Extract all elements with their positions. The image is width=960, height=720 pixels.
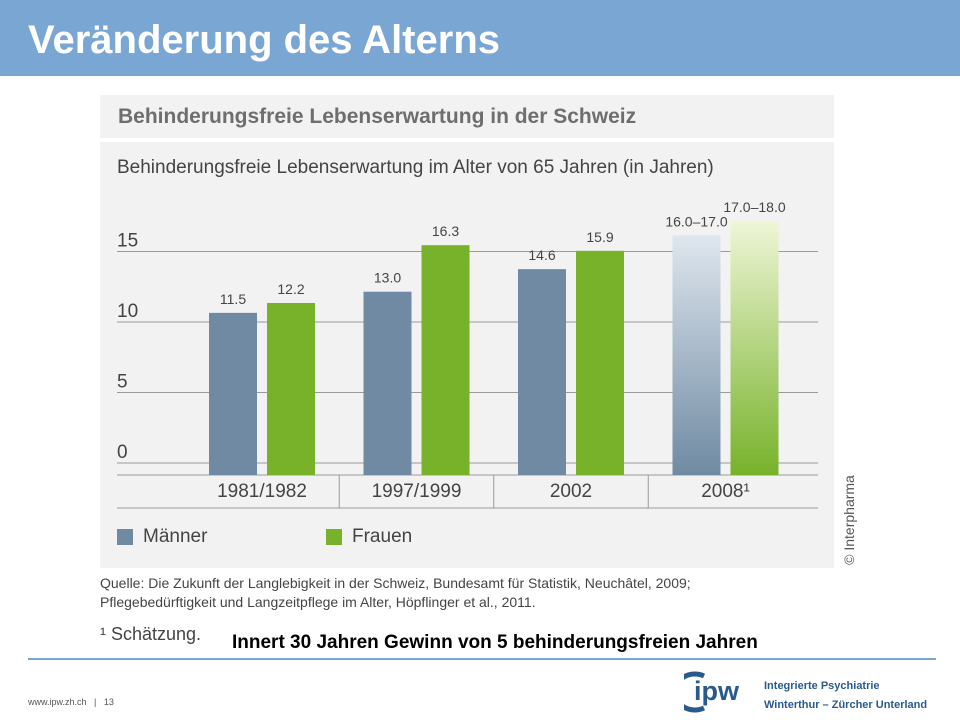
- x-category-label-0: 1981/1982: [217, 481, 307, 502]
- footer-website-link[interactable]: www.ipw.zh.ch: [28, 697, 87, 707]
- takeaway-text: Innert 30 Jahren Gewinn von 5 behinderun…: [232, 632, 758, 653]
- data-label-frauen-0: 12.2: [277, 281, 304, 297]
- logo-line-2: Winterthur – Zürcher Unterland: [764, 699, 928, 711]
- page-number: 13: [103, 697, 114, 707]
- logo-abbr: ipw: [694, 676, 740, 706]
- data-label-frauen-2: 15.9: [586, 229, 613, 245]
- y-tick-label-15: 15: [117, 231, 138, 252]
- source-line-2: Pflegebedürftigkeit und Langzeitpflege i…: [100, 594, 536, 610]
- y-tick-label-5: 5: [117, 372, 128, 393]
- data-label-frauen-1: 16.3: [432, 223, 459, 239]
- source-line-1: Quelle: Die Zukunft der Langlebigkeit in…: [100, 575, 691, 591]
- bar-frauen-2: [576, 250, 624, 475]
- footnote: ¹ Schätzung.: [100, 624, 202, 644]
- x-category-label-2: 2002: [550, 481, 592, 502]
- slide-title: Veränderung des Alterns: [28, 18, 500, 62]
- ipw-logo-mark: ipw: [684, 671, 740, 713]
- logo-swoosh: [684, 671, 706, 713]
- slide-header: Veränderung des Alterns: [0, 0, 960, 76]
- chart-title: Behinderungsfreie Lebenserwartung im Alt…: [117, 157, 714, 178]
- bar-frauen-1: [421, 245, 470, 475]
- bar-maenner-2: [518, 269, 566, 475]
- logo-line-1: Integrierte Psychiatrie: [764, 680, 880, 692]
- logo-text: Integrierte Psychiatrie Winterthur – Zür…: [764, 677, 927, 715]
- bar-frauen-3: [730, 221, 779, 475]
- legend-swatch-maenner: [117, 529, 133, 545]
- legend-swatch-frauen: [326, 529, 342, 545]
- y-tick-label-0: 0: [117, 442, 128, 463]
- y-tick-label-10: 10: [117, 301, 138, 322]
- bar-maenner-0: [209, 312, 257, 475]
- copyright-note: © Interpharma: [839, 470, 859, 570]
- legend-item-maenner: Männer: [117, 526, 207, 548]
- footer-info: www.ipw.zh.ch | 13: [28, 697, 114, 707]
- footer-separator: |: [94, 697, 97, 707]
- x-category-label-1: 1997/1999: [372, 481, 462, 502]
- legend-label-maenner: Männer: [143, 526, 208, 547]
- footer-divider: [28, 658, 936, 660]
- source-note: Quelle: Die Zukunft der Langlebigkeit in…: [100, 574, 691, 612]
- data-label-maenner-2: 14.6: [528, 247, 555, 263]
- bar-maenner-3: [672, 235, 721, 475]
- data-label-maenner-0: 11.5: [220, 291, 246, 307]
- chart-panel-title-bar: Behinderungsfreie Lebenserwartung in der…: [100, 95, 834, 138]
- data-label-maenner-3: 16.0–17.0: [665, 213, 727, 229]
- bar-maenner-1: [363, 291, 412, 475]
- chart-panel-title: Behinderungsfreie Lebenserwartung in der…: [118, 105, 637, 128]
- data-label-maenner-1: 13.0: [374, 270, 401, 286]
- data-label-frauen-3: 17.0–18.0: [723, 199, 785, 215]
- legend-item-frauen: Frauen: [326, 526, 412, 548]
- x-category-label-3: 2008¹: [701, 481, 750, 502]
- legend-label-frauen: Frauen: [352, 526, 413, 547]
- ipw-logo: ipw Integrierte Psychiatrie Winterthur –…: [684, 668, 936, 714]
- bar-frauen-0: [267, 302, 315, 475]
- copyright-text: © Interpharma: [841, 475, 857, 565]
